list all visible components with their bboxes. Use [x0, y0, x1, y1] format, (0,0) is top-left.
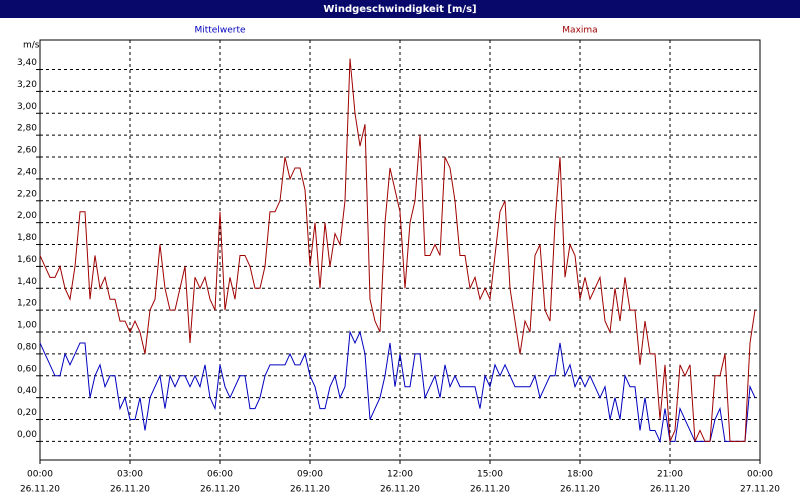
y-tick-label: 1,60 — [17, 255, 37, 265]
y-tick-label: 2,20 — [17, 189, 37, 199]
chart-title: Windgeschwindigkeit [m/s] — [323, 4, 476, 15]
y-tick-label: 0,20 — [17, 408, 37, 418]
data-line — [39, 330, 756, 444]
y-tick-label: 0,60 — [17, 364, 37, 374]
y-tick-label: 2,80 — [17, 124, 37, 134]
x-tick-label: 00:00 — [27, 470, 53, 480]
x-tick-date: 26.11.20 — [560, 485, 600, 495]
x-tick-label: 15:00 — [477, 470, 503, 480]
x-tick-date: 26.11.20 — [20, 485, 60, 495]
y-tick-label: 1,00 — [17, 321, 37, 331]
y-tick-label: 1,80 — [17, 233, 37, 243]
y-tick-label: 0,80 — [17, 342, 37, 352]
x-tick-label: 18:00 — [567, 470, 593, 480]
legend-label: Maxima — [562, 26, 597, 36]
x-tick-date: 26.11.20 — [110, 485, 150, 495]
y-tick-label: 2,40 — [17, 167, 37, 177]
y-tick-label: 2,00 — [17, 211, 37, 221]
legend-label: Mittelwerte — [194, 26, 245, 36]
y-tick-label: 0,40 — [17, 386, 37, 396]
y-tick-label: 0,00 — [17, 430, 37, 440]
x-tick-label: 00:00 — [747, 470, 773, 480]
x-tick-label: 12:00 — [387, 470, 413, 480]
y-tick-label: 1,20 — [17, 299, 37, 309]
x-tick-label: 03:00 — [117, 470, 143, 480]
x-tick-date: 26.11.20 — [380, 485, 420, 495]
y-tick-label: 3,20 — [17, 80, 37, 90]
y-tick-label: 1,40 — [17, 277, 37, 287]
x-tick-date: 27.11.20 — [740, 485, 780, 495]
y-tick-label: 3,40 — [17, 58, 37, 68]
x-tick-date: 26.11.20 — [470, 485, 510, 495]
x-tick-date: 26.11.20 — [290, 485, 330, 495]
x-tick-label: 06:00 — [207, 470, 233, 480]
x-tick-date: 26.11.20 — [650, 485, 690, 495]
y-tick-label: 3,00 — [17, 102, 37, 112]
x-tick-date: 26.11.20 — [200, 485, 240, 495]
y-axis-label: m/s — [23, 41, 40, 51]
x-tick-label: 21:00 — [657, 470, 683, 480]
data-line — [39, 58, 756, 442]
x-tick-label: 09:00 — [297, 470, 323, 480]
title-bar — [0, 0, 800, 18]
y-tick-label: 2,60 — [17, 146, 37, 156]
